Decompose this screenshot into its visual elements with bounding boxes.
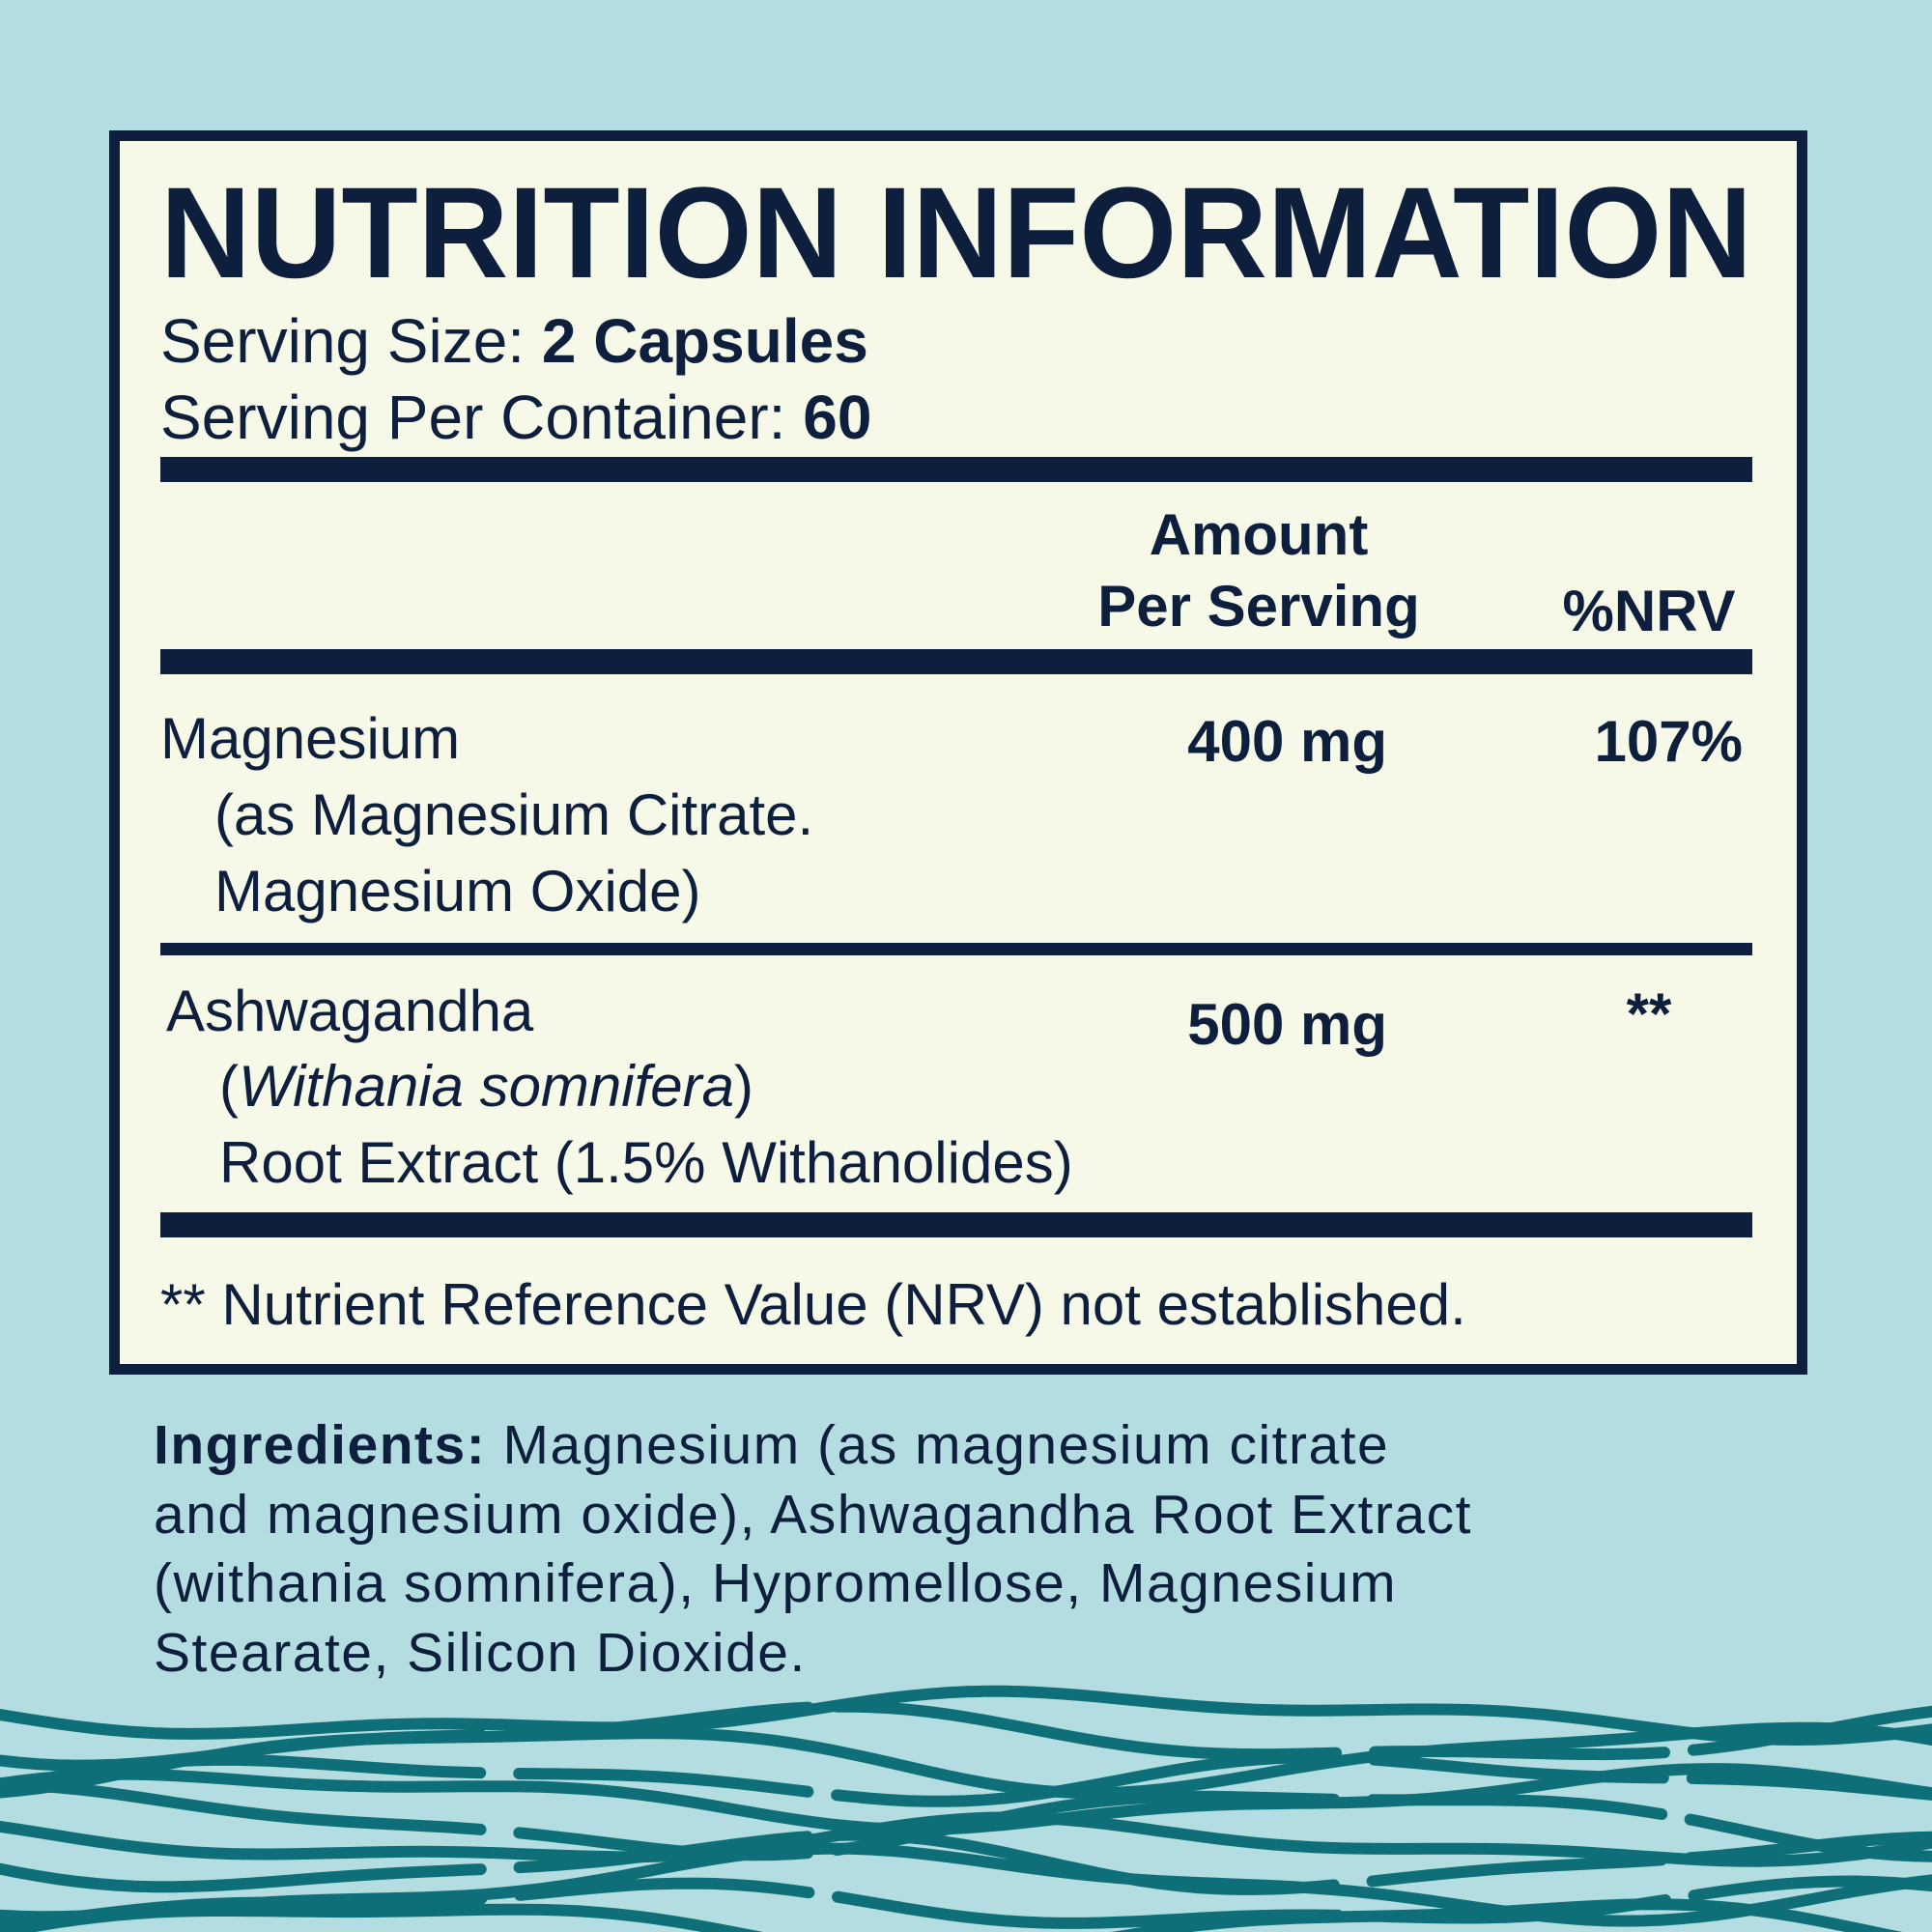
serving-size-label: Serving Size:: [160, 306, 526, 376]
servings-per-container: Serving Per Container: 60: [160, 386, 871, 448]
footnote: ** Nutrient Reference Value (NRV) not es…: [160, 1272, 1466, 1337]
page-title: NUTRITION INFORMATION: [160, 174, 1752, 290]
ingredients-text: Magnesium (as magnesium citrate: [486, 1414, 1390, 1476]
ingredients-line: (withania somnifera), Hypromellose, Magn…: [154, 1552, 1398, 1614]
nutrient-detail: (Withania somnifera): [219, 1058, 753, 1116]
ingredients-line: and magnesium oxide), Ashwagandha Root E…: [154, 1484, 1472, 1546]
wave-line: [0, 1685, 1932, 1747]
header-amount-line1: Amount: [1149, 502, 1369, 567]
paren: ): [734, 1054, 753, 1119]
latin-name: Withania somnifera: [238, 1054, 735, 1119]
nutrient-name: Magnesium: [160, 706, 461, 771]
nutrition-panel: [109, 130, 1807, 1375]
serving-size: Serving Size: 2 Capsules: [160, 310, 868, 372]
divider: [160, 943, 1752, 955]
ingredients-line: Ingredients: Magnesium (as magnesium cit…: [154, 1418, 1389, 1473]
ingredients-line: Stearate, Silicon Dioxide.: [154, 1622, 807, 1684]
nutrient-amount: 500 mg: [1187, 992, 1387, 1057]
wave-line: [0, 1778, 1932, 1862]
nutrient-detail: Root Extract (1.5% Withanolides): [219, 1130, 1073, 1195]
wave-line: [0, 1721, 1932, 1800]
header-nrv: %NRV: [1562, 579, 1736, 643]
wave-line: [0, 1898, 1903, 1932]
nutrient-detail: Magnesium Oxide): [214, 859, 701, 923]
serving-size-value: 2 Capsules: [541, 306, 868, 376]
title-svg: NUTRITION INFORMATION: [160, 174, 1752, 290]
paren: (: [219, 1054, 239, 1119]
divider-thick: [160, 457, 1752, 482]
nutrient-nrv: 107%: [1594, 709, 1743, 774]
wave-line: [0, 1829, 1932, 1895]
divider-thick: [160, 649, 1752, 674]
servings-per-container-value: 60: [803, 383, 872, 452]
nutrient-name: Ashwagandha: [166, 979, 534, 1043]
wave-pattern-icon: [0, 1685, 1932, 1932]
servings-per-container-label: Serving Per Container:: [160, 383, 786, 452]
nutrient-nrv: **: [1626, 981, 1672, 1046]
nutrient-detail: (as Magnesium Citrate.: [214, 782, 814, 847]
wave-line: [0, 1811, 1932, 1867]
ingredients-label: Ingredients:: [154, 1414, 487, 1476]
header-amount-line2: Per Serving: [1097, 574, 1420, 639]
nutrient-amount: 400 mg: [1187, 709, 1387, 774]
divider-thick: [160, 1212, 1752, 1237]
